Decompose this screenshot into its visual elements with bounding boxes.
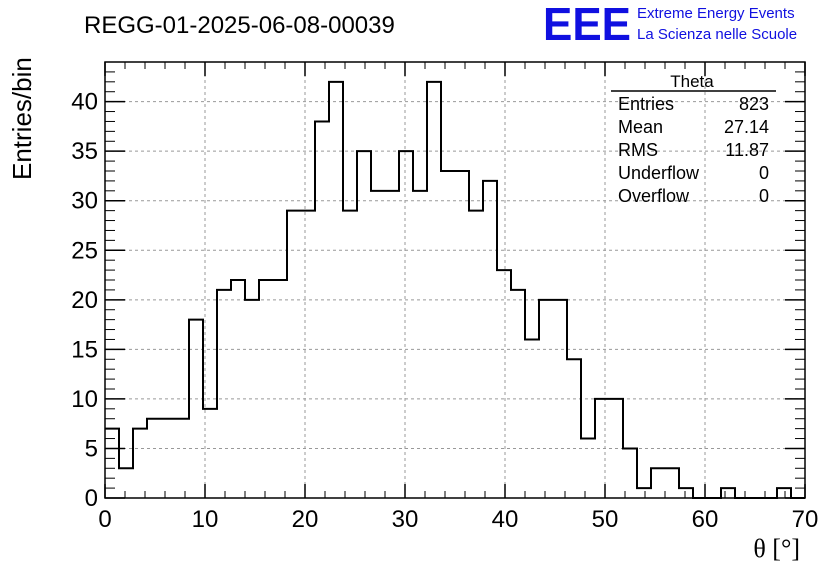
stats-row-label: RMS (618, 140, 658, 160)
chart-title: REGG-01-2025-06-08-00039 (84, 12, 395, 39)
x-tick-label: 30 (392, 506, 419, 533)
stats-row-value: 11.87 (725, 140, 769, 160)
stats-row-label: Underflow (618, 163, 700, 183)
eee-logo: EEE (543, 0, 631, 50)
logo-line-2: La Scienza nelle Scuole (637, 26, 797, 43)
grid-lines (105, 62, 805, 498)
stats-row-label: Overflow (618, 186, 690, 206)
y-tick-label: 15 (71, 336, 98, 363)
stats-box: Theta Entries 823 Mean 27.14 RMS 11.87 Underfl… (611, 72, 776, 206)
plot-frame (104, 61, 806, 499)
stats-row-value: 27.14 (724, 117, 769, 137)
x-tick-label: 20 (292, 506, 319, 533)
logo-line-1: Extreme Energy Events (637, 5, 795, 22)
stats-row-value: 0 (759, 186, 769, 206)
stats-box-title: Theta (670, 72, 714, 91)
x-tick-label: 0 (98, 506, 111, 533)
x-tick-label: 60 (692, 506, 719, 533)
y-axis-ticks (105, 61, 805, 499)
stats-row-value: 0 (759, 163, 769, 183)
x-tick-label: 70 (792, 506, 819, 533)
y-tick-label: 30 (71, 188, 98, 215)
stats-row-label: Entries (618, 94, 674, 114)
y-tick-label: 35 (71, 138, 98, 165)
y-tick-label: 10 (71, 386, 98, 413)
stats-row-label: Mean (618, 117, 663, 137)
y-axis-tick-labels: 0 5 10 15 20 25 30 35 40 (71, 89, 98, 512)
y-tick-label: 40 (71, 89, 98, 116)
stats-row-value: 823 (739, 94, 769, 114)
y-tick-label: 5 (85, 435, 98, 462)
x-tick-label: 10 (192, 506, 219, 533)
x-axis-tick-labels: 0 10 20 30 40 50 60 70 (98, 506, 818, 533)
y-axis-label: Entries/bin (7, 57, 37, 180)
y-tick-label: 25 (71, 237, 98, 264)
x-axis-ticks (104, 62, 806, 498)
histogram-series-line (105, 80, 805, 499)
x-axis-label: θ [°] (753, 534, 800, 563)
y-tick-label: 0 (85, 485, 98, 512)
x-tick-label: 40 (492, 506, 519, 533)
x-tick-label: 50 (592, 506, 619, 533)
y-tick-label: 20 (71, 287, 98, 314)
